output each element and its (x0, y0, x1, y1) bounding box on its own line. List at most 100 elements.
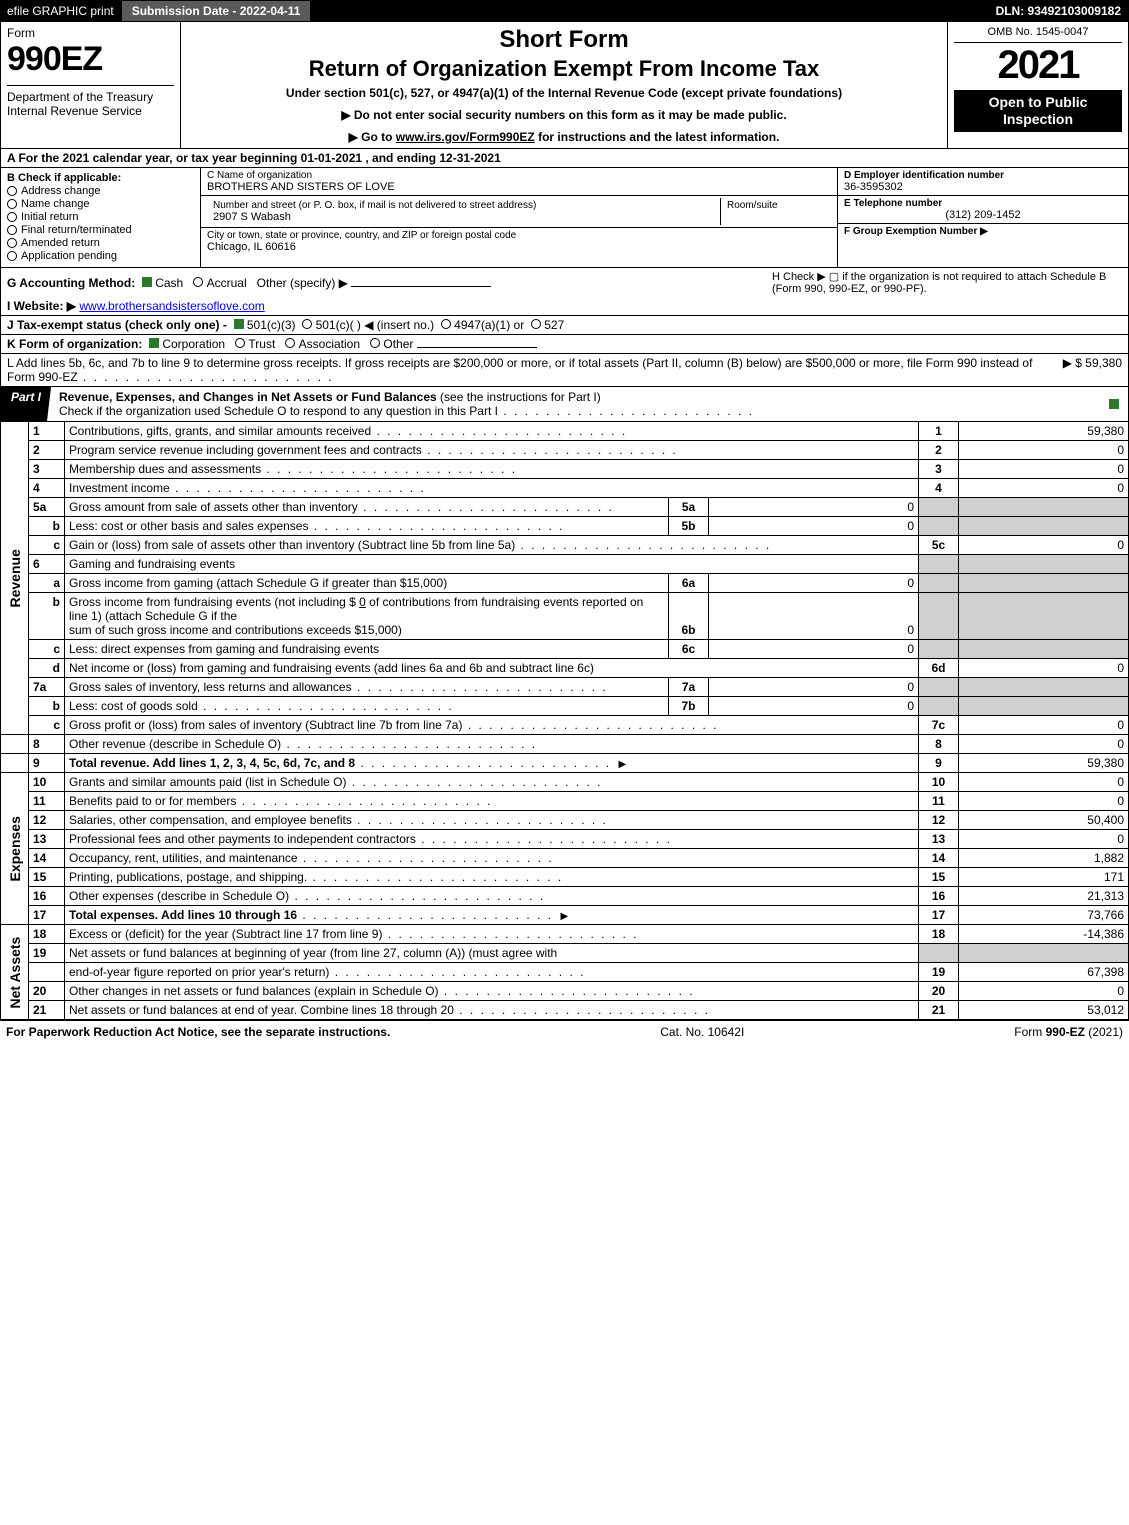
tax-year: 2021 (954, 43, 1122, 88)
goto-pre: ▶ Go to (349, 130, 396, 144)
chk-initial-return[interactable]: Initial return (7, 211, 194, 223)
column-b-checkboxes: B Check if applicable: Address change Na… (1, 168, 201, 267)
j-v4: 527 (544, 318, 564, 332)
topbar-spacer (311, 0, 987, 22)
line-7a: 7a Gross sales of inventory, less return… (1, 678, 1129, 697)
line-2: 2 Program service revenue including gove… (1, 441, 1129, 460)
grey-cell (959, 944, 1129, 963)
line-num: 15 (29, 868, 65, 887)
line-rnum: 6d (919, 659, 959, 678)
chk-address-change[interactable]: Address change (7, 185, 194, 197)
footer-cat-no: Cat. No. 10642I (660, 1025, 744, 1039)
line-value: 1,882 (959, 849, 1129, 868)
chk-501c3[interactable] (234, 319, 244, 329)
line-6d: d Net income or (loss) from gaming and f… (1, 659, 1129, 678)
line-14: 14 Occupancy, rent, utilities, and maint… (1, 849, 1129, 868)
row-a-tax-year: A For the 2021 calendar year, or tax yea… (0, 149, 1129, 168)
grey-cell (919, 593, 959, 640)
line-desc: Other changes in net assets or fund bala… (65, 982, 919, 1001)
line-desc: Contributions, gifts, grants, and simila… (65, 422, 919, 441)
accrual-label: Accrual (207, 276, 247, 290)
submission-date: Submission Date - 2022-04-11 (121, 0, 312, 22)
chk-name-change[interactable]: Name change (7, 198, 194, 210)
chk-accrual[interactable] (193, 277, 203, 287)
footer-right: Form 990-EZ (2021) (1014, 1025, 1123, 1039)
line-num: a (29, 574, 65, 593)
efile-label: efile GRAPHIC print (7, 4, 114, 18)
room-cell: Room/suite (721, 198, 831, 225)
chk-501c[interactable] (302, 319, 312, 329)
chk-other-org[interactable] (370, 338, 380, 348)
line-rnum: 2 (919, 441, 959, 460)
street-row: Number and street (or P. O. box, if mail… (201, 196, 837, 228)
chk-association[interactable] (285, 338, 295, 348)
line-desc: Excess or (deficit) for the year (Subtra… (65, 925, 919, 944)
side-revenue: Revenue (1, 422, 29, 735)
line-value: 0 (959, 536, 1129, 555)
chk-4947[interactable] (441, 319, 451, 329)
chk-label: Address change (21, 185, 101, 197)
line-desc: Total expenses. Add lines 10 through 16 (65, 906, 919, 925)
line-midval: 0 (709, 517, 919, 536)
line-num: 8 (29, 735, 65, 754)
line-9: 9 Total revenue. Add lines 1, 2, 3, 4, 5… (1, 754, 1129, 773)
chk-label: Amended return (21, 237, 100, 249)
line-midnum: 7b (669, 697, 709, 716)
website-link[interactable]: www.brothersandsistersoflove.com (79, 299, 264, 313)
line-desc: Occupancy, rent, utilities, and maintena… (65, 849, 919, 868)
line-midval: 0 (709, 498, 919, 517)
chk-final-return[interactable]: Final return/terminated (7, 224, 194, 236)
line-desc: end-of-year figure reported on prior yea… (65, 963, 919, 982)
line-rnum: 1 (919, 422, 959, 441)
part1-header: Part I Revenue, Expenses, and Changes in… (0, 387, 1129, 422)
line-desc: Gain or (loss) from sale of assets other… (65, 536, 919, 555)
goto-post: for instructions and the latest informat… (538, 130, 779, 144)
row-j-tax-status: J Tax-exempt status (check only one) - 5… (0, 316, 1129, 335)
part1-title-text: Revenue, Expenses, and Changes in Net As… (59, 390, 437, 404)
line-num: 9 (29, 754, 65, 773)
accounting-method: G Accounting Method: Cash Accrual Other … (7, 276, 762, 290)
ssn-warning: ▶ Do not enter social security numbers o… (187, 108, 941, 122)
line-19a: 19 Net assets or fund balances at beginn… (1, 944, 1129, 963)
line-1: Revenue 1 Contributions, gifts, grants, … (1, 422, 1129, 441)
line-num: c (29, 536, 65, 555)
line-midnum: 6b (669, 593, 709, 640)
page-footer: For Paperwork Reduction Act Notice, see … (0, 1020, 1129, 1043)
line-midval: 0 (709, 678, 919, 697)
street-cell: Number and street (or P. O. box, if mail… (207, 198, 721, 225)
revenue-table: Revenue 1 Contributions, gifts, grants, … (0, 422, 1129, 773)
chk-527[interactable] (531, 319, 541, 329)
chk-cash[interactable] (142, 277, 152, 287)
line-12: 12 Salaries, other compensation, and emp… (1, 811, 1129, 830)
footer-left: For Paperwork Reduction Act Notice, see … (6, 1025, 390, 1039)
line-desc: Gaming and fundraising events (65, 555, 919, 574)
line-midnum: 5b (669, 517, 709, 536)
short-form-title: Short Form (187, 26, 941, 54)
line-midnum: 6a (669, 574, 709, 593)
d1: Gross income from fundraising events (no… (69, 595, 359, 609)
row-k-org-form: K Form of organization: Corporation Trus… (0, 335, 1129, 354)
other-label: Other (specify) ▶ (257, 276, 348, 290)
line-rnum: 8 (919, 735, 959, 754)
line-desc: Less: cost or other basis and sales expe… (65, 517, 669, 536)
chk-application-pending[interactable]: Application pending (7, 250, 194, 262)
line-num: b (29, 517, 65, 536)
irs-link[interactable]: www.irs.gov/Form990EZ (396, 130, 535, 144)
line-rnum: 7c (919, 716, 959, 735)
city-label: City or town, state or province, country… (207, 230, 831, 241)
ein-value: 36-3595302 (844, 181, 1122, 193)
chk-trust[interactable] (235, 338, 245, 348)
footer-right-pre: Form (1014, 1025, 1045, 1039)
line-desc: Gross sales of inventory, less returns a… (65, 678, 669, 697)
room-label: Room/suite (727, 200, 825, 211)
form-word: Form (7, 26, 174, 40)
efile-print-button[interactable]: efile GRAPHIC print (0, 0, 121, 22)
line-11: 11 Benefits paid to or for members 11 0 (1, 792, 1129, 811)
line-rnum: 18 (919, 925, 959, 944)
part1-checkbox[interactable] (1100, 387, 1128, 421)
chk-amended-return[interactable]: Amended return (7, 237, 194, 249)
form-title: Return of Organization Exempt From Incom… (187, 56, 941, 82)
grey-cell (919, 697, 959, 716)
line-num: d (29, 659, 65, 678)
chk-corporation[interactable] (149, 338, 159, 348)
